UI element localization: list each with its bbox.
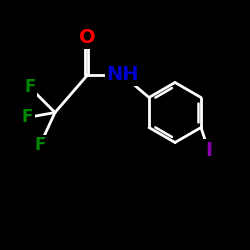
Text: O: O [79, 28, 96, 47]
Text: F: F [22, 108, 33, 126]
Text: I: I [205, 140, 212, 160]
Text: F: F [24, 78, 36, 96]
Text: NH: NH [106, 66, 139, 84]
Text: F: F [34, 136, 46, 154]
